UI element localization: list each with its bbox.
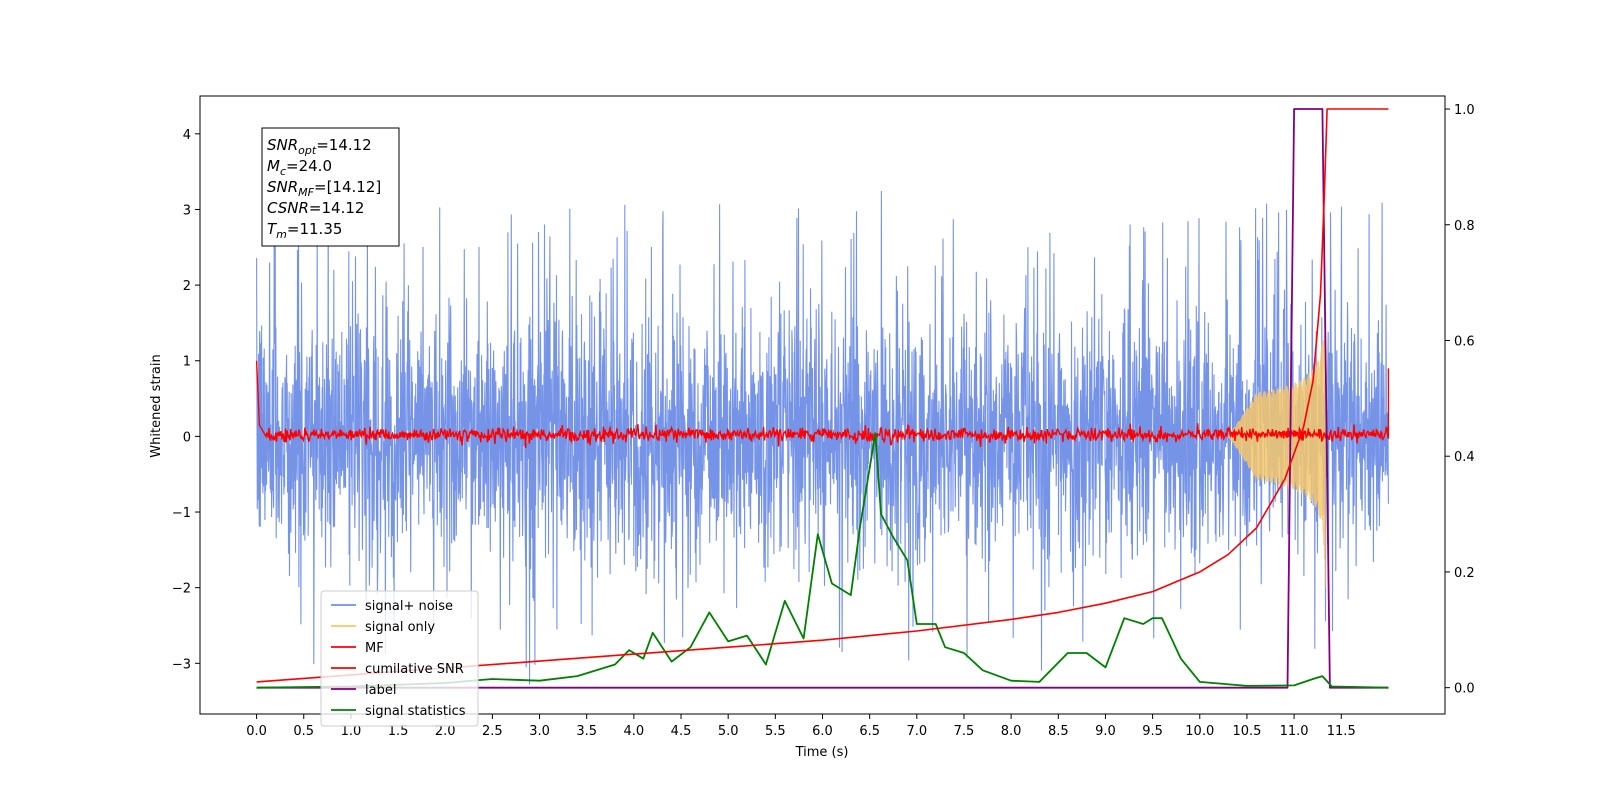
x-tick-label: 2.0 bbox=[435, 724, 456, 739]
legend-entry: cumilative SNR bbox=[331, 662, 464, 677]
legend-label: cumilative SNR bbox=[365, 662, 464, 677]
series-signal-plus-noise bbox=[256, 190, 1389, 685]
annotation-frame bbox=[261, 127, 400, 247]
x-tick-label: 7.5 bbox=[954, 724, 975, 739]
series-signal-only bbox=[1227, 299, 1326, 588]
y-axis-left: −3 −2 −1 0 1 2 3 4 bbox=[172, 128, 200, 672]
x-tick-label: 6.0 bbox=[812, 724, 833, 739]
y-tick-label: −2 bbox=[172, 582, 191, 597]
x-tick-label: 1.5 bbox=[388, 724, 409, 739]
annotation-box: SNRopt=14.12Mc=24.0SNRMF=[14.12]CSNR=14.… bbox=[261, 127, 400, 247]
legend-label: signal only bbox=[365, 620, 435, 635]
x-tick-label: 0.0 bbox=[246, 724, 267, 739]
x-tick-label: 10.0 bbox=[1185, 724, 1214, 739]
y-axis-label: Whitened strain bbox=[149, 354, 164, 457]
legend-frame bbox=[320, 590, 479, 727]
annotation-line: SNRopt=14.12 bbox=[267, 136, 372, 157]
x-tick-label: 5.0 bbox=[718, 724, 739, 739]
x-tick-label: 8.0 bbox=[1001, 724, 1022, 739]
legend-entry: label bbox=[331, 683, 396, 698]
y-tick-label: 2 bbox=[183, 279, 191, 294]
legend: signal+ noise signal only MF cumilative SNR… bbox=[320, 590, 479, 727]
y-tick-label: 3 bbox=[183, 203, 191, 218]
x-tick-label: 4.0 bbox=[624, 724, 645, 739]
y-tick-label: 1 bbox=[183, 355, 191, 370]
x-tick-label: 1.0 bbox=[341, 724, 362, 739]
x-tick-label: 4.5 bbox=[671, 724, 692, 739]
series-cumulative-snr bbox=[256, 108, 1389, 683]
x-tick-label: 10.5 bbox=[1232, 724, 1261, 739]
legend-label: signal statistics bbox=[365, 704, 466, 719]
plot-area bbox=[255, 108, 1390, 689]
legend-label: MF bbox=[365, 641, 384, 656]
legend-entry: signal only bbox=[331, 620, 435, 635]
x-tick-label: 9.0 bbox=[1095, 724, 1116, 739]
x-tick-label: 3.0 bbox=[529, 724, 550, 739]
series-mf bbox=[255, 360, 1390, 449]
annotation-line: Mc=24.0 bbox=[267, 157, 332, 178]
legend-entry: signal+ noise bbox=[331, 599, 453, 614]
x-tick-label: 6.5 bbox=[859, 724, 880, 739]
y-tick-label: 0 bbox=[183, 430, 191, 445]
y-tick-label: 4 bbox=[183, 128, 191, 143]
x-tick-label: 7.0 bbox=[906, 724, 927, 739]
y2-tick-label: 0.6 bbox=[1454, 334, 1475, 349]
legend-label: label bbox=[365, 683, 396, 698]
legend-label: signal+ noise bbox=[365, 599, 453, 614]
x-tick-label: 2.5 bbox=[482, 724, 503, 739]
x-tick-label: 5.5 bbox=[765, 724, 786, 739]
y2-tick-label: 0.0 bbox=[1454, 682, 1475, 697]
y2-tick-label: 1.0 bbox=[1454, 103, 1475, 118]
x-tick-label: 11.5 bbox=[1327, 724, 1356, 739]
legend-entry: MF bbox=[331, 641, 384, 656]
x-tick-label: 9.5 bbox=[1142, 724, 1163, 739]
series-label bbox=[256, 108, 1389, 689]
y-tick-label: −3 bbox=[172, 657, 191, 672]
annotation-line: Tm=11.35 bbox=[267, 220, 342, 241]
x-axis-label: Time (s) bbox=[795, 745, 849, 760]
x-tick-label: 0.5 bbox=[293, 724, 314, 739]
series-signal-statistics bbox=[256, 432, 1389, 689]
y2-tick-label: 0.2 bbox=[1454, 566, 1475, 581]
legend-entry: signal statistics bbox=[331, 704, 466, 719]
y-axis-right: 0.0 0.2 0.4 0.6 0.8 1.0 bbox=[1445, 103, 1475, 697]
x-tick-label: 3.5 bbox=[576, 724, 597, 739]
y2-tick-label: 0.8 bbox=[1454, 219, 1475, 234]
y2-tick-label: 0.4 bbox=[1454, 450, 1475, 465]
x-axis: 0.0 0.5 1.0 1.5 2.0 2.5 3.0 3.5 4.0 4.5 5.0 5.5 6.0 6… bbox=[246, 714, 1356, 739]
x-tick-label: 8.5 bbox=[1048, 724, 1069, 739]
annotation-line: CSNR=14.12 bbox=[267, 199, 364, 217]
x-tick-label: 11.0 bbox=[1280, 724, 1309, 739]
annotation-line: SNRMF=[14.12] bbox=[267, 178, 381, 199]
y-tick-label: −1 bbox=[172, 506, 191, 521]
